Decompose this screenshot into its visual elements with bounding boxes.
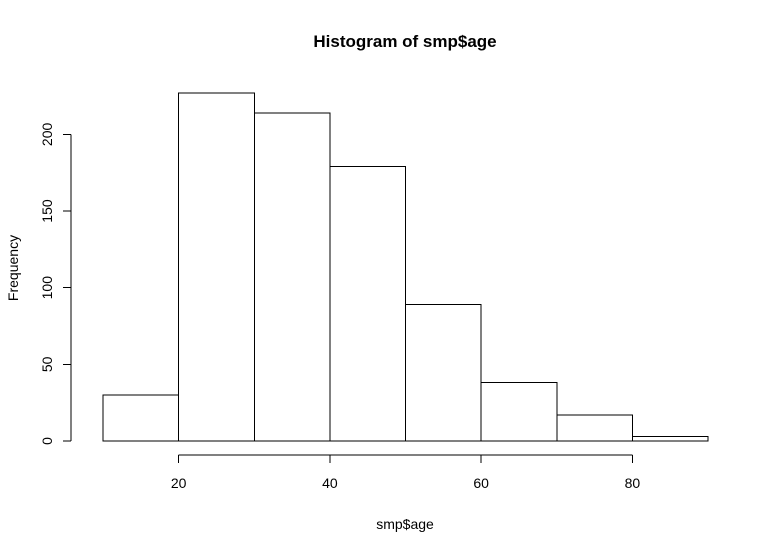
x-tick-label-80: 80 (625, 475, 641, 491)
y-axis-label: Frequency (5, 235, 21, 301)
y-tick-label-100: 100 (39, 276, 55, 300)
histogram-bar-10-20 (102, 394, 180, 442)
y-tick-label-50: 50 (39, 356, 55, 372)
y-tick-label-200: 200 (39, 122, 55, 146)
x-tick-label-60: 60 (473, 475, 489, 491)
y-tick-label-0: 0 (39, 437, 55, 445)
histogram-bar-30-40 (253, 112, 331, 442)
x-tick-label-20: 20 (171, 475, 187, 491)
x-tick-label-40: 40 (322, 475, 338, 491)
histogram-bar-80-90 (631, 435, 709, 442)
histogram-bar-70-80 (556, 414, 633, 442)
bars-group (102, 92, 709, 442)
histogram-bar-40-50 (329, 166, 406, 442)
chart-title: Histogram of smp$age (313, 32, 496, 51)
y-tick-label-150: 150 (39, 199, 55, 223)
histogram-bar-20-30 (178, 92, 255, 442)
histogram-bar-60-70 (480, 382, 558, 442)
histogram-bar-50-60 (405, 304, 482, 442)
y-axis: 0 50 100 150 200 (39, 122, 72, 445)
x-axis-label: smp$age (376, 516, 434, 532)
x-axis: 20 40 60 80 (171, 454, 641, 491)
